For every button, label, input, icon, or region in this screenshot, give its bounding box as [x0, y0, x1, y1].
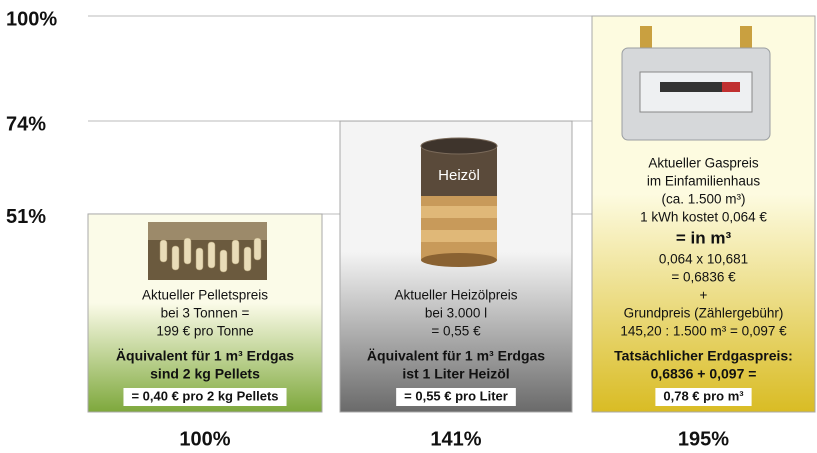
caption-normal: bei 3.000 l — [425, 306, 487, 321]
caption-normal: = 0,55 € — [431, 324, 481, 339]
y-tick-label: 100% — [6, 8, 57, 30]
meter-counter-red — [722, 82, 740, 92]
caption-normal: + — [700, 288, 708, 303]
caption-normal: 145,20 : 1.500 m³ = 0,097 € — [620, 324, 787, 339]
caption-normal: Aktueller Heizölpreis — [394, 288, 517, 303]
caption-bold: Äquivalent für 1 m³ Erdgas — [116, 348, 294, 364]
y-tick-label: 51% — [6, 206, 46, 228]
bottom-label: 141% — [430, 428, 481, 450]
caption-normal: (ca. 1.500 m³) — [661, 192, 745, 207]
caption-normal: im Einfamilienhaus — [647, 174, 761, 189]
caption-bold: 0,6836 + 0,097 = — [651, 366, 757, 382]
pellets-photo — [148, 222, 267, 280]
caption-normal: bei 3 Tonnen = — [161, 306, 250, 321]
caption-normal: Grundpreis (Zählergebühr) — [624, 306, 784, 321]
oil-barrel: Heizöl — [421, 138, 497, 267]
photo-top — [148, 222, 267, 240]
bottom-label: 195% — [678, 428, 729, 450]
caption-boxed: = 0,55 € pro Liter — [404, 388, 508, 403]
caption-bold: Äquivalent für 1 m³ Erdgas — [367, 348, 545, 364]
caption-bold: sind 2 kg Pellets — [150, 366, 260, 382]
y-tick-label: 74% — [6, 113, 46, 135]
barrel-bottom — [421, 253, 497, 267]
barrel-lid — [421, 138, 497, 154]
caption-normal: Aktueller Gaspreis — [648, 156, 759, 171]
barrel-label: Heizöl — [438, 167, 480, 184]
barrel-ring — [421, 230, 497, 242]
caption-normal: 0,064 x 10,681 — [659, 252, 748, 267]
meter-counter — [660, 82, 722, 92]
bottom-label: 100% — [179, 428, 230, 450]
chart: Heizöl 51% 74% 100% 100% = 0,40 € pro 2 kg P… — [0, 0, 817, 453]
caption-normal: 199 € pro Tonne — [156, 324, 253, 339]
caption-large: = in m³ — [676, 228, 732, 247]
caption-bold: Tatsächlicher Erdgaspreis: — [614, 348, 793, 364]
caption-normal: Aktueller Pelletspreis — [142, 288, 268, 303]
caption-normal: 1 kWh kostet 0,064 € — [640, 210, 767, 225]
caption-bold: ist 1 Liter Heizöl — [402, 366, 509, 382]
barrel-ring — [421, 206, 497, 218]
caption-normal: = 0,6836 € — [671, 270, 736, 285]
caption-boxed: = 0,40 € pro 2 kg Pellets — [131, 388, 278, 403]
page: Heizöl 51% 74% 100% 100% = 0,40 € pro 2 kg P… — [0, 0, 817, 453]
caption-boxed: 0,78 € pro m³ — [663, 388, 744, 403]
